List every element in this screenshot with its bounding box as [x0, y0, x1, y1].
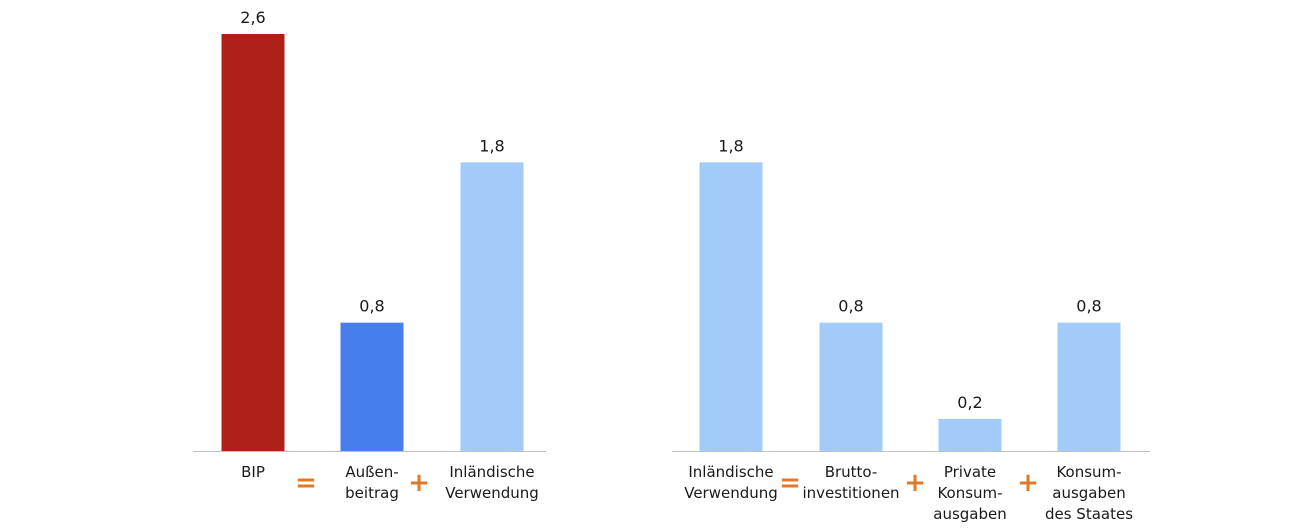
bar-0-2: [460, 162, 524, 452]
category-label-0-2: Inländische Verwendung: [445, 463, 539, 502]
value-label-1-0: 1,8: [718, 136, 743, 155]
plus-sign-1-1: +: [904, 468, 926, 498]
category-label-1-3: Konsum-ausgaben des Staates: [1045, 463, 1133, 523]
bar-1-2: [938, 418, 1002, 451]
value-label-0-2: 1,8: [479, 136, 504, 155]
bar-1-0: [699, 162, 763, 452]
bar-1-3: [1057, 322, 1121, 451]
category-label-0-1: Außen-beitrag: [345, 463, 399, 502]
value-label-1-3: 0,8: [1076, 297, 1101, 316]
category-label-1-1: Brutto-investitionen: [802, 463, 899, 502]
value-label-1-1: 0,8: [838, 297, 863, 316]
value-label-1-2: 0,2: [957, 393, 982, 412]
bar-0-1: [340, 322, 404, 451]
bar-0-0: [221, 34, 285, 451]
value-label-0-1: 0,8: [359, 297, 384, 316]
category-label-1-0: Inländische Verwendung: [684, 463, 778, 502]
category-label-0-0: BIP: [241, 463, 265, 481]
value-label-0-0: 2,6: [240, 8, 265, 27]
bar-1-1: [819, 322, 883, 451]
panel-right: 1,8 Inländische Verwendung 0,8 Brutto-invest…: [672, 136, 1150, 523]
category-label-1-2: Private Konsum-ausgaben: [933, 463, 1006, 523]
plus-sign-1-2: +: [1017, 468, 1039, 498]
plus-sign-0-1: +: [408, 468, 430, 498]
equals-sign-1-0: =: [779, 468, 801, 498]
panel-left: 2,6 BIP 0,8 Außen-beitrag 1,8 Inländische Verw…: [193, 8, 546, 502]
equals-sign-0-0: =: [295, 468, 317, 498]
